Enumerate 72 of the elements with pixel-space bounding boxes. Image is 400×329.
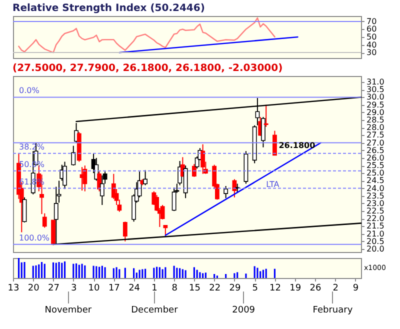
- candlestick: [272, 130, 277, 156]
- y-tick-label: 25.5: [366, 161, 384, 170]
- x-tick-label: 24: [128, 284, 140, 294]
- x-tick-label: 26: [310, 284, 322, 294]
- candlestick: [172, 187, 176, 212]
- x-tick-label: 29: [229, 284, 241, 294]
- candlestick: [163, 224, 168, 236]
- annotation: LTA: [266, 180, 280, 190]
- y-tick-label: 29.5: [366, 100, 384, 110]
- y-tick-label: 26.5: [366, 146, 384, 155]
- y-tick-label: 24.0: [366, 184, 384, 193]
- candlestick: [224, 186, 228, 199]
- y-tick-label: 27.5: [366, 130, 384, 140]
- x-tick-label: 20: [28, 284, 40, 294]
- y-tick-label: 30.0: [366, 92, 384, 102]
- candlestick: [71, 145, 76, 166]
- x-tick-label: 3: [71, 284, 77, 294]
- y-tick-label: 24.5: [366, 176, 384, 186]
- candlestick: [261, 116, 266, 148]
- y-tick-label: 23.0: [366, 198, 384, 208]
- candlestick: [22, 196, 27, 223]
- x-tick-label: 17: [108, 284, 120, 294]
- y-tick-label: 40: [366, 40, 377, 50]
- y-tick-label: 28.0: [366, 123, 384, 132]
- y-tick-label: 50: [366, 32, 377, 42]
- y-tick-label: 31.0: [366, 78, 384, 87]
- x-tick-label: 5: [252, 284, 258, 294]
- x-tick-label: 27: [48, 284, 60, 294]
- x-tick-label: 22: [209, 284, 221, 294]
- x-tick-label: 12: [269, 284, 281, 294]
- x-tick-label: 15: [188, 284, 200, 294]
- x2-tick-label: February: [312, 306, 354, 316]
- candlestick: [264, 104, 268, 128]
- y-tick-label: 21.5: [366, 222, 384, 231]
- x-tick-label: 13: [8, 284, 20, 294]
- x-tick-label: 10: [88, 284, 100, 294]
- annotation: 26.1800: [278, 141, 316, 150]
- candlestick: [143, 170, 148, 186]
- x-tick-label: 8: [172, 284, 178, 294]
- candlestick: [192, 164, 196, 178]
- candlestick: [82, 165, 88, 192]
- y-tick-label: 70: [366, 16, 377, 26]
- candlestick: [62, 161, 67, 190]
- y-tick-label: 22.5: [366, 206, 384, 216]
- annotation: 0.0%: [19, 86, 40, 96]
- y-tick-label: 29.0: [366, 108, 384, 117]
- x-tick-label: 19: [290, 284, 302, 294]
- y-tick-label: 25.0: [366, 168, 384, 178]
- y-tick-label: 20.0: [366, 244, 384, 254]
- x-tick-label: 9: [352, 284, 359, 294]
- y-tick-label: 28.5: [366, 116, 384, 124]
- annotation: 100.0%: [19, 233, 50, 242]
- candlestick: [100, 174, 104, 206]
- y-tick-label: 26.0: [366, 153, 384, 162]
- y-tick-label: 27.0: [366, 138, 384, 148]
- x2-tick-label: 2009: [232, 306, 256, 316]
- y-tick-label: 60: [366, 24, 377, 34]
- x-tick-label: 2: [332, 284, 338, 294]
- candlestick: [122, 221, 128, 242]
- y-tick-label: 23.5: [366, 191, 384, 200]
- x2-tick-label: November: [44, 306, 92, 316]
- y-tick-label: 30.5: [366, 85, 384, 94]
- chart-title: Relative Strength Index (50.2446): [12, 3, 205, 14]
- y-tick-label: 21.0: [366, 229, 384, 238]
- candlestick: [200, 144, 206, 174]
- x-tick-label: 1: [152, 284, 158, 294]
- x2-tick-label: December: [131, 306, 178, 316]
- y-tick-label: 20.5: [366, 236, 384, 246]
- y-tick-label: 30: [366, 48, 377, 58]
- chart-title: (27.5000, 27.7900, 26.1800, 26.1800, -2.03000): [12, 63, 283, 74]
- y-tick-label: 22.0: [366, 214, 384, 224]
- line-series: [18, 17, 276, 54]
